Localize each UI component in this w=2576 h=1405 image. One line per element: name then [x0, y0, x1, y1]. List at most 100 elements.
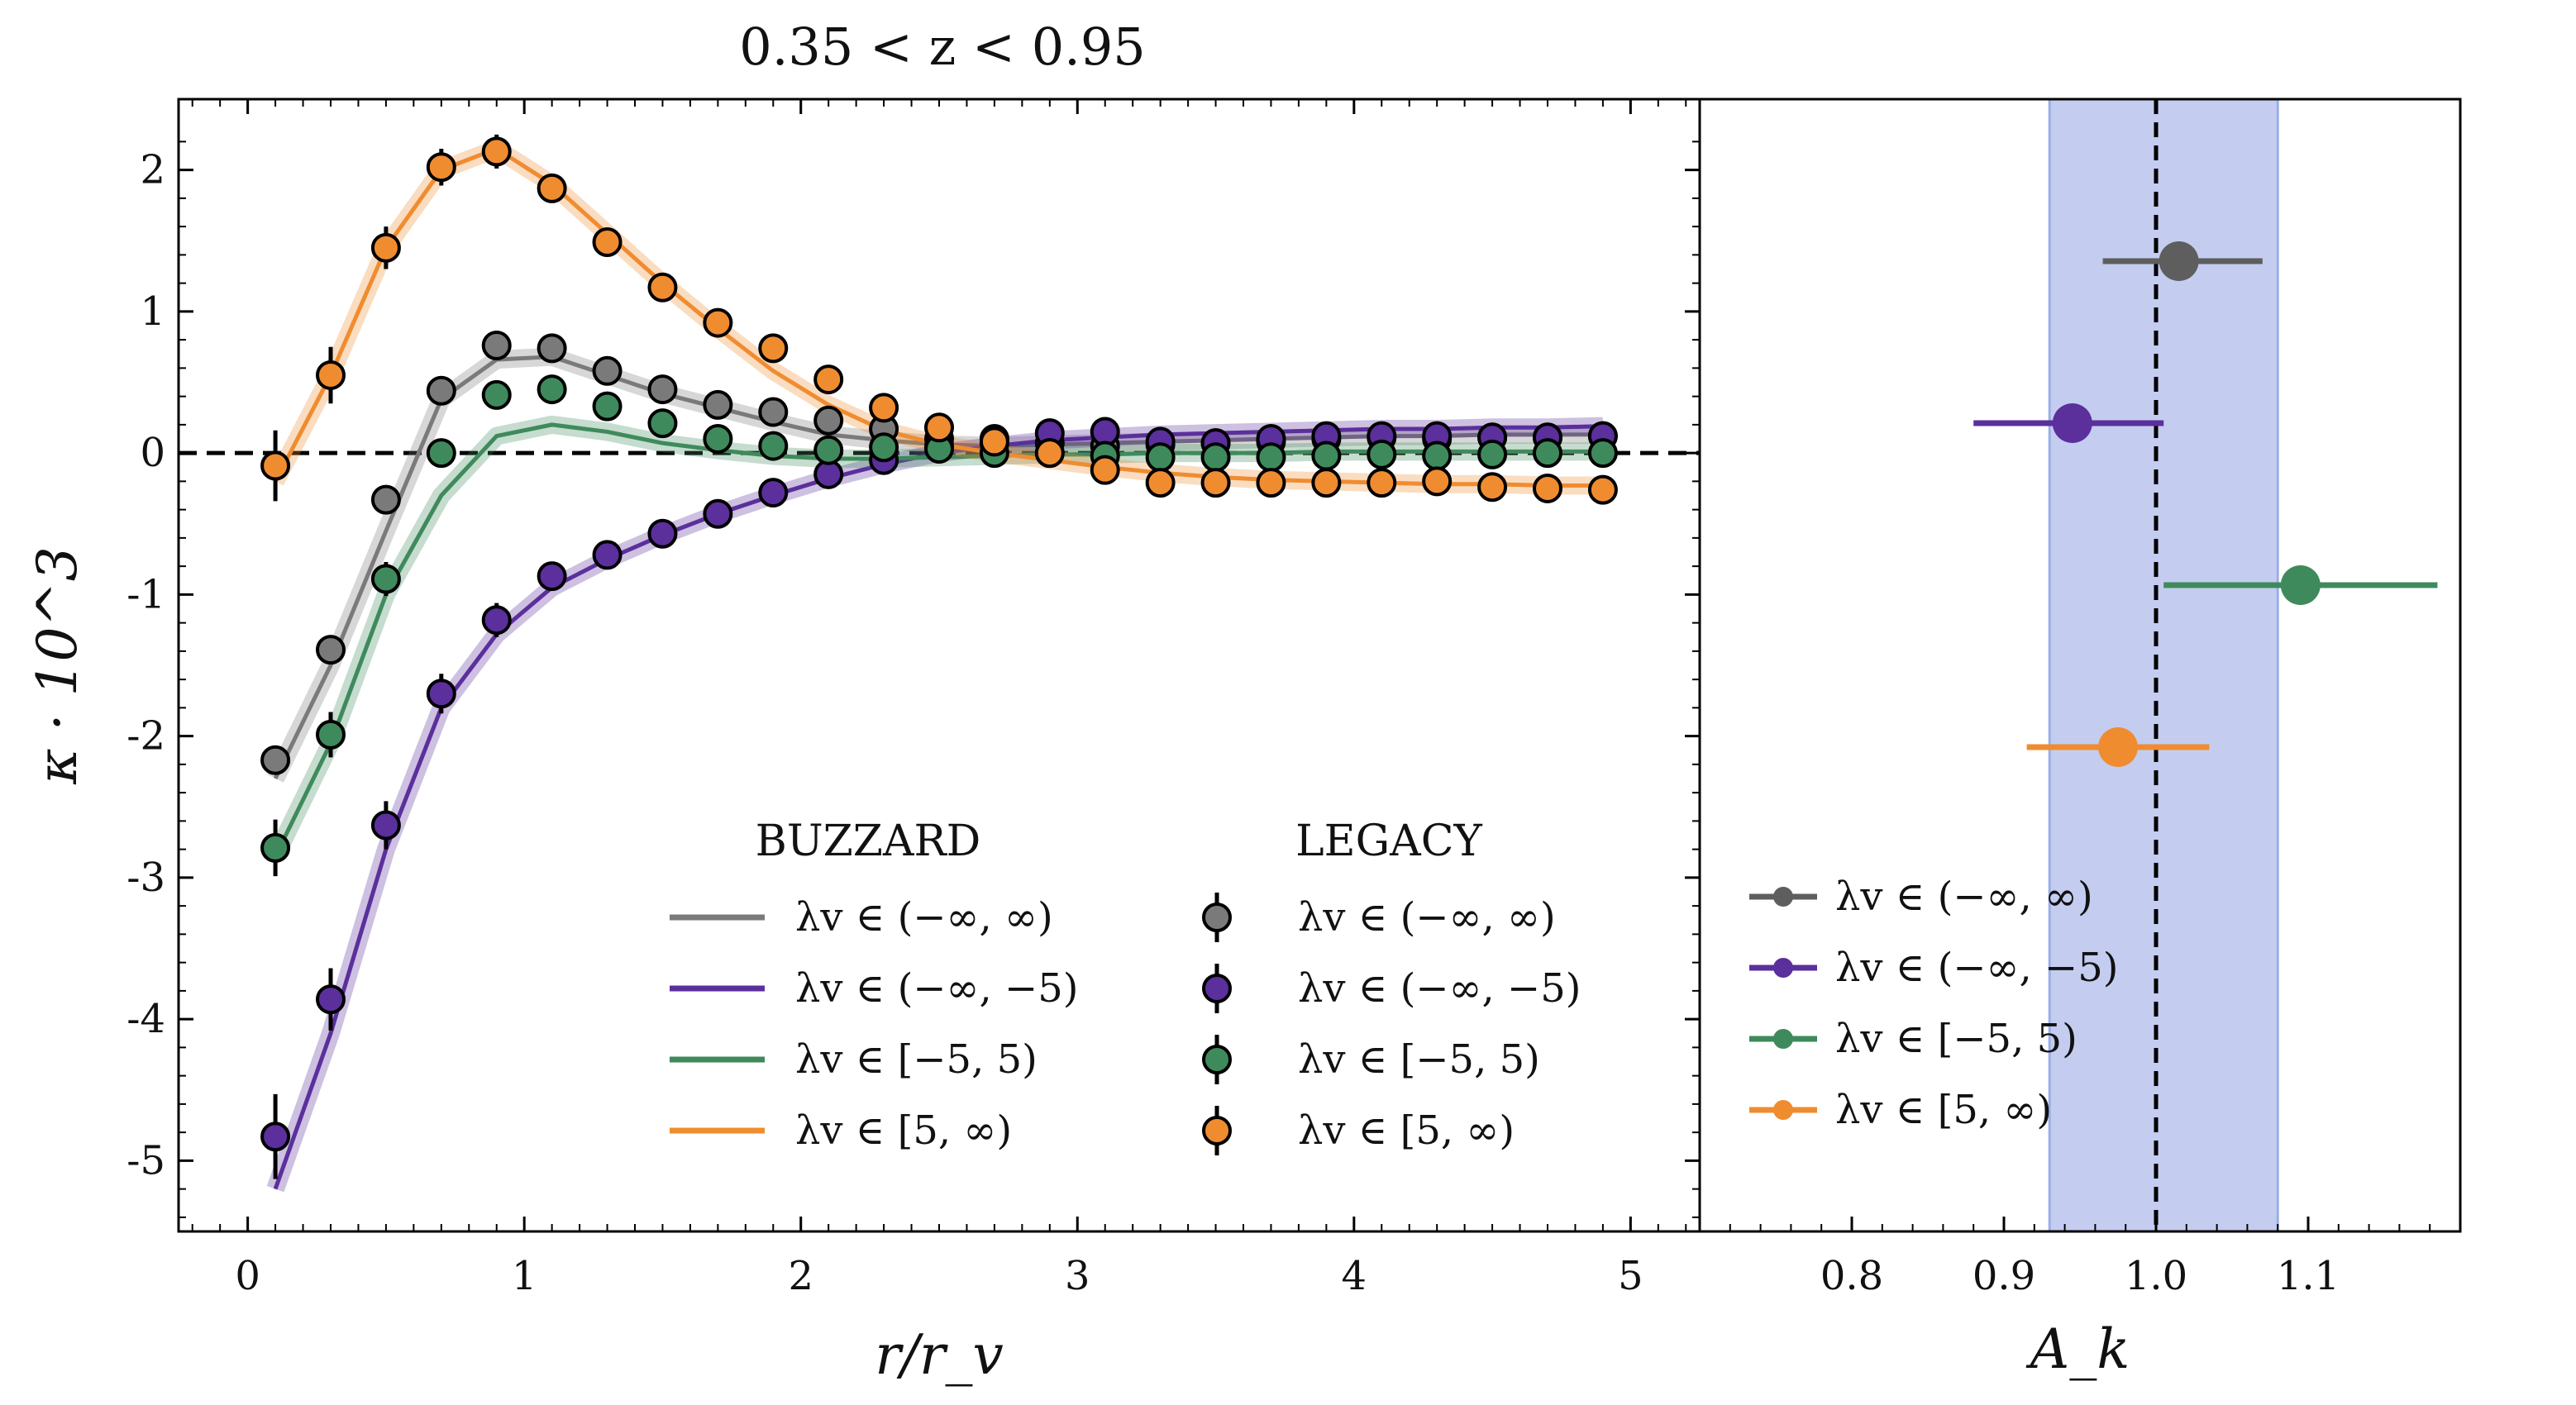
legacy-point [703, 498, 733, 529]
legend-label-legacy: λv ∈ [−5, 5) [1298, 1036, 1540, 1083]
legacy-point [1200, 468, 1231, 498]
right-x-axis-label: A_k [2025, 1317, 2130, 1381]
chart-title: 0.35 < z < 0.95 [739, 17, 1146, 77]
legacy-point [813, 405, 844, 436]
amplitude-point [2280, 565, 2321, 605]
legend-label-buzzard: λv ∈ (−∞, −5) [795, 965, 1079, 1012]
legacy-point [1034, 438, 1065, 469]
right-plot-frame [1698, 98, 2462, 1233]
legend-label-legacy: λv ∈ (−∞, ∞) [1298, 894, 1556, 941]
legacy-point [537, 561, 567, 592]
x-tick-label: 1 [512, 1253, 537, 1299]
x-tick-label: 2 [788, 1253, 813, 1299]
legend-point-swatch [1202, 1045, 1232, 1074]
legend-title-buzzard: BUZZARD [756, 817, 981, 866]
right-legend-dot [1773, 958, 1793, 978]
amplitude-point [2052, 403, 2092, 443]
legacy-point [370, 810, 401, 841]
legacy-point [1422, 466, 1453, 497]
legacy-point [647, 272, 678, 302]
legacy-point [426, 375, 456, 406]
legacy-point [1200, 442, 1231, 473]
legacy-point [537, 333, 567, 364]
right-legend: λv ∈ (−∞, ∞) λv ∈ (−∞, −5) λv ∈ [−5, 5) λv … [1749, 874, 2119, 1133]
y-tick-label: -4 [126, 996, 165, 1042]
y-tick-label: 1 [140, 288, 165, 335]
legacy-point [1256, 442, 1286, 473]
legend-rows: λv ∈ (−∞, ∞) λv ∈ (−∞, ∞) λv ∈ (−∞, −5) λv … [670, 893, 1581, 1155]
legacy-point [703, 307, 733, 338]
right-legend-dot [1773, 887, 1793, 907]
legacy-point [1587, 474, 1618, 505]
legacy-point [703, 424, 733, 454]
legend-label-buzzard: λv ∈ [−5, 5) [795, 1036, 1038, 1083]
legacy-point [758, 478, 789, 508]
left-axis-ticks: 0 1 2 3 4 5 -5 -4 -3 -2 -1 0 1 2 [126, 99, 1700, 1299]
legacy-point [426, 679, 456, 709]
right-legend-dot [1773, 1100, 1793, 1120]
legacy-point [592, 540, 623, 570]
legacy-point [260, 1122, 291, 1152]
legacy-point [592, 391, 623, 422]
legacy-point [370, 484, 401, 515]
legacy-point [813, 364, 844, 395]
right-x-tick-label: 1.0 [2125, 1253, 2187, 1299]
y-tick-label: 0 [140, 430, 165, 476]
legacy-point [979, 426, 1009, 457]
legacy-point [1367, 439, 1397, 469]
legacy-point [1477, 472, 1508, 502]
legacy-point [316, 719, 346, 750]
legacy-point [592, 226, 623, 257]
legacy-point [481, 330, 512, 360]
legacy-point [813, 435, 844, 465]
y-tick-label: -2 [126, 713, 165, 760]
right-x-tick-label: 0.9 [1973, 1253, 2035, 1299]
legacy-point [481, 136, 512, 167]
legacy-point [924, 412, 954, 443]
legacy-point [1311, 468, 1342, 498]
legacy-point [592, 355, 623, 386]
legacy-point [647, 408, 678, 439]
right-legend-label: λv ∈ [5, ∞) [1835, 1087, 2052, 1133]
amplitude-point [2159, 241, 2199, 281]
x-axis-label: r/r_v [875, 1323, 1004, 1387]
legacy-point [758, 333, 789, 364]
right-legend-dot [1773, 1029, 1793, 1049]
legacy-point [1367, 468, 1397, 498]
legend-label-legacy: λv ∈ [5, ∞) [1298, 1107, 1515, 1154]
legacy-point [1477, 439, 1508, 469]
legacy-point [537, 374, 567, 405]
legend: BUZZARD LEGACY λv ∈ (−∞, ∞) λv ∈ (−∞, ∞)λ… [670, 817, 1581, 1155]
legacy-point [316, 360, 346, 390]
legacy-point [1533, 438, 1562, 469]
legacy-point [537, 173, 567, 203]
x-tick-label: 3 [1065, 1253, 1090, 1299]
legend-label-buzzard: λv ∈ (−∞, ∞) [795, 894, 1053, 941]
legacy-point [869, 393, 899, 423]
legacy-point [426, 438, 456, 469]
legacy-point [1145, 468, 1176, 498]
right-axis-ticks: 0.8 0.9 1.0 1.1 [1729, 1217, 2431, 1299]
legacy-point [758, 397, 789, 427]
legacy-point [1090, 455, 1120, 485]
legacy-point [1145, 442, 1176, 473]
amplitude-point [2098, 727, 2138, 767]
legacy-point [316, 635, 346, 665]
legend-point-swatch [1202, 903, 1232, 932]
y-tick-label: -1 [126, 571, 165, 617]
x-tick-label: 4 [1342, 1253, 1367, 1299]
legend-label-buzzard: λv ∈ [5, ∞) [795, 1107, 1012, 1154]
legacy-point [647, 374, 678, 405]
legacy-point [1422, 441, 1453, 471]
right-x-tick-label: 1.1 [2277, 1253, 2340, 1299]
legend-point-swatch [1202, 1116, 1232, 1145]
x-tick-label: 5 [1618, 1253, 1643, 1299]
legacy-point [370, 232, 401, 263]
right-x-tick-label: 0.8 [1820, 1253, 1883, 1299]
amplitude-panel: 0.8 0.9 1.0 1.1 λv ∈ (−∞, ∞)λv ∈ (−∞, −5)λv… [1698, 98, 2462, 1381]
legacy-point [1533, 473, 1562, 503]
legacy-point [426, 152, 456, 183]
y-tick-label: 2 [140, 147, 165, 193]
legacy-point [703, 389, 733, 420]
